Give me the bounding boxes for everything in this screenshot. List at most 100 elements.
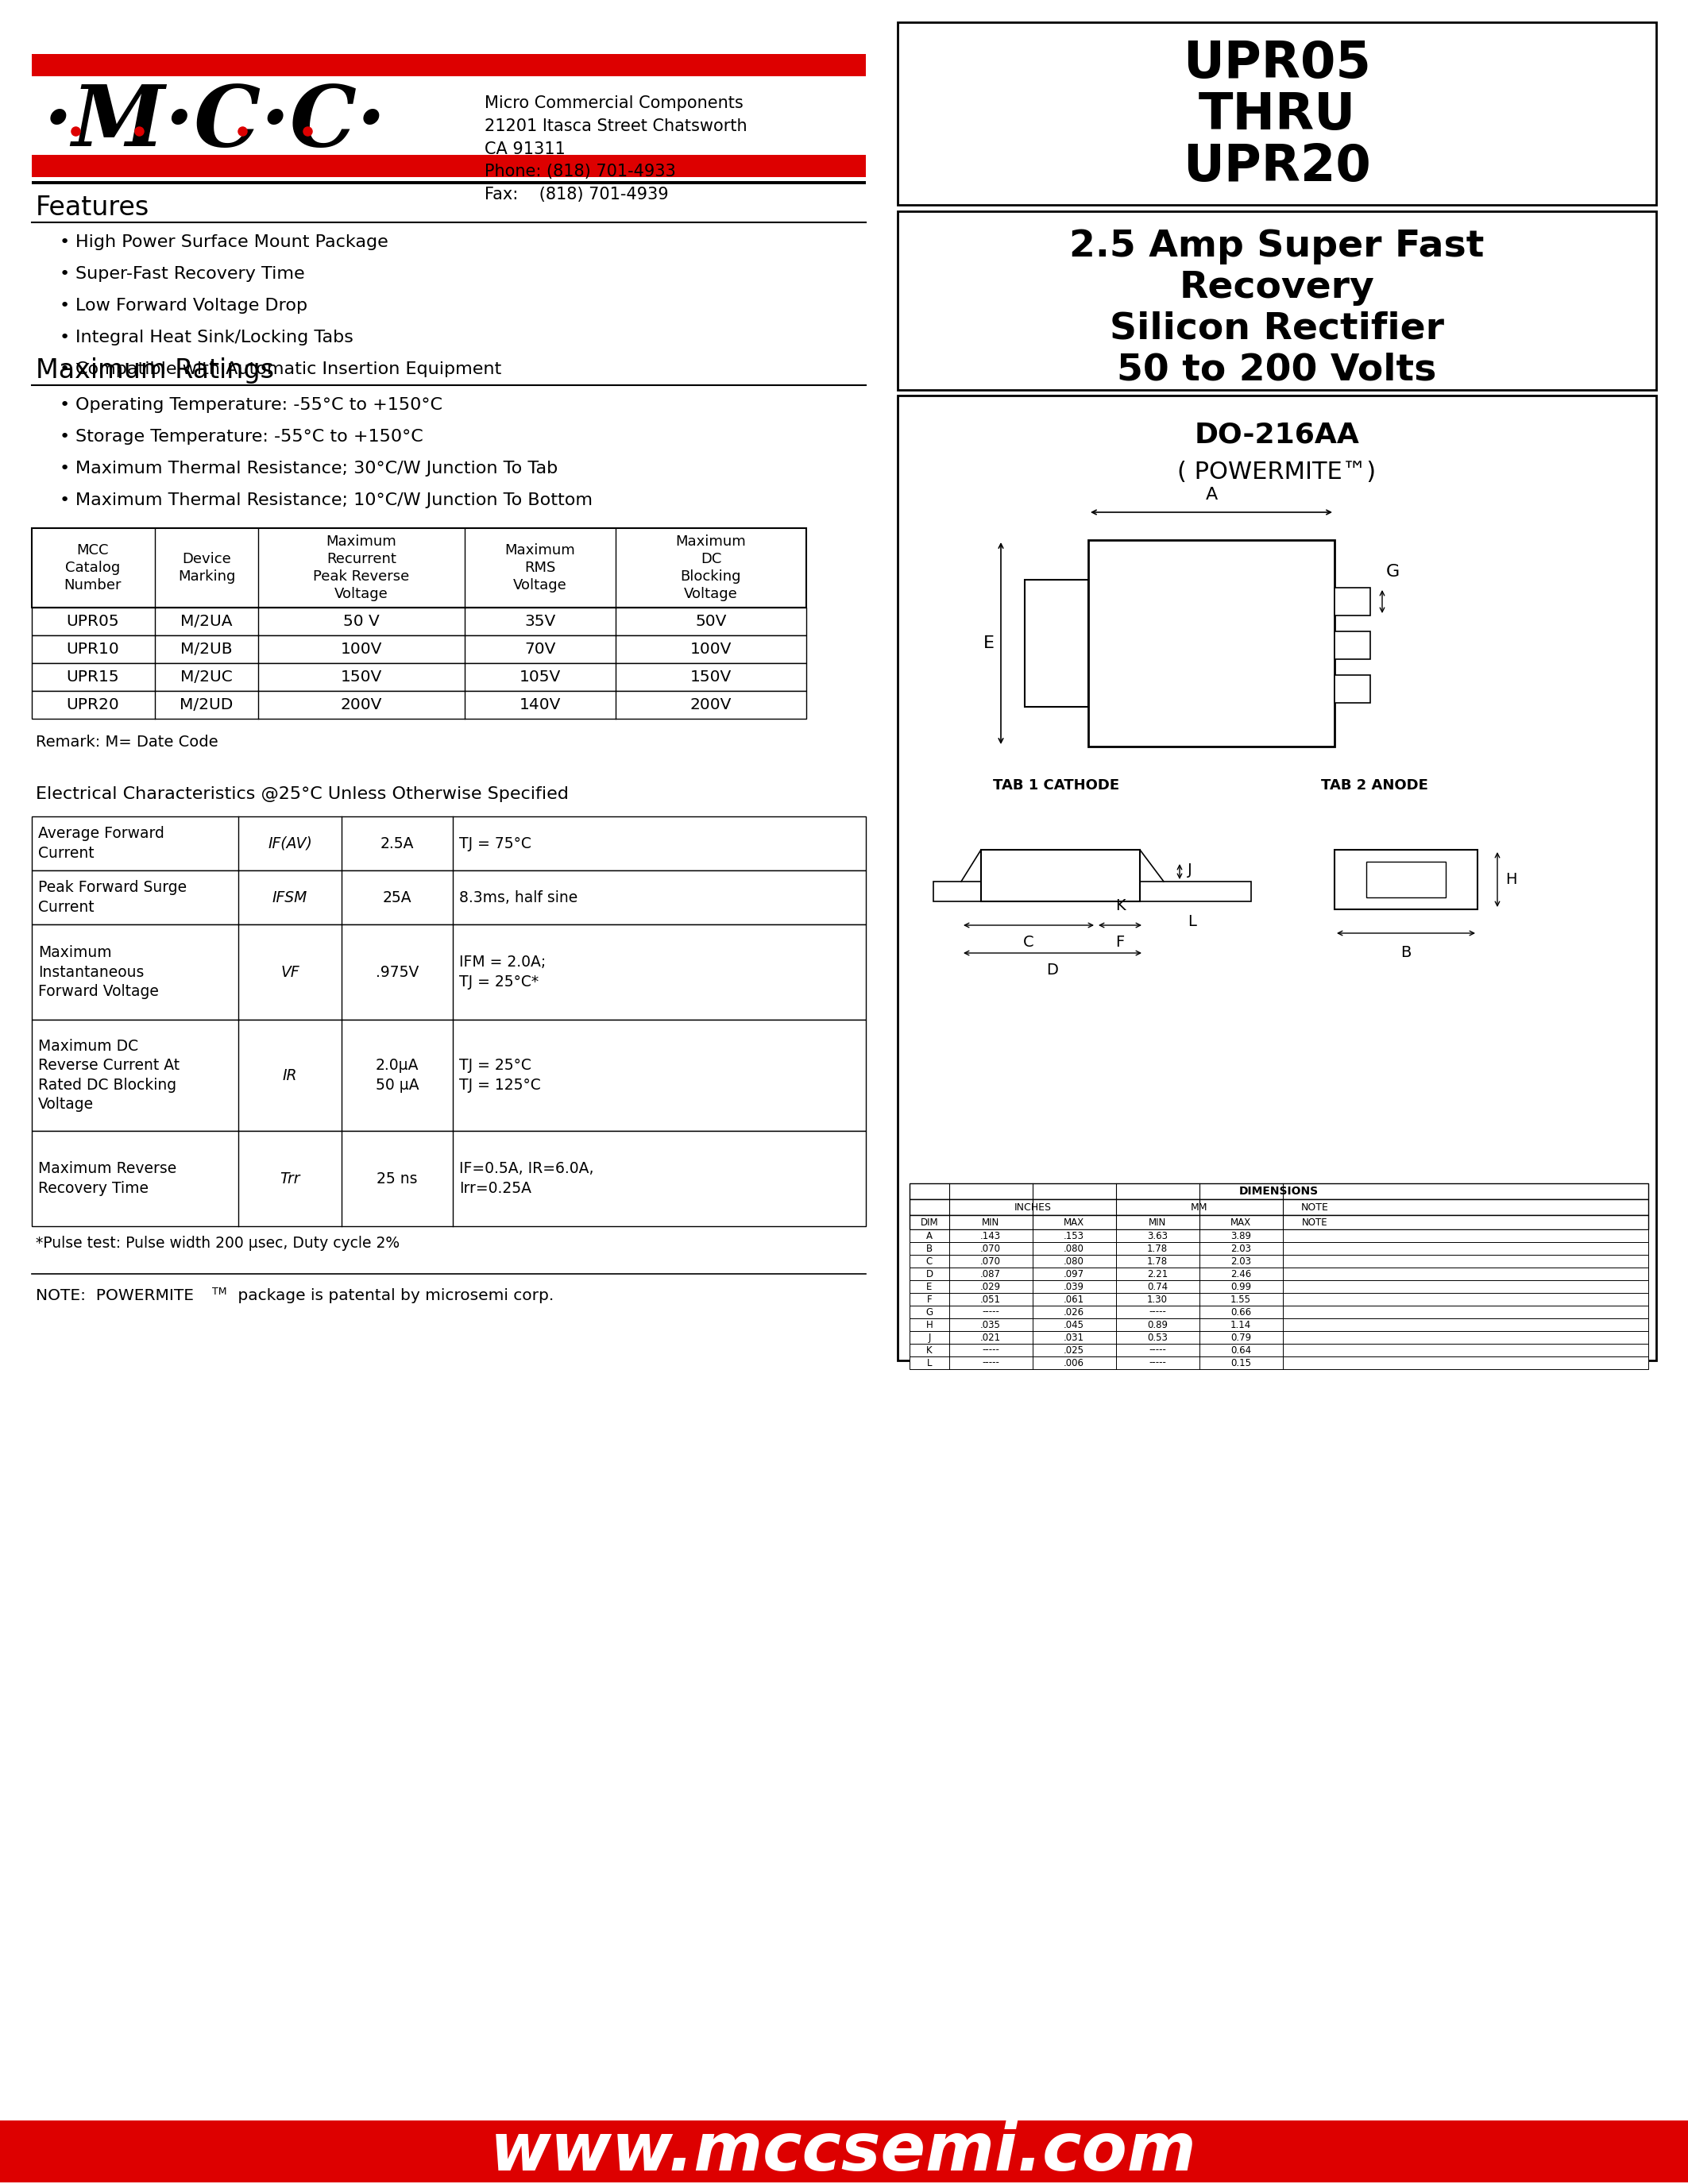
Text: 0.66: 0.66 bbox=[1231, 1306, 1251, 1317]
Text: •: • bbox=[59, 266, 71, 282]
Bar bbox=[910, 1256, 1647, 1267]
Text: 2.21: 2.21 bbox=[1146, 1269, 1168, 1280]
Text: Maximum
Recurrent
Peak Reverse
Voltage: Maximum Recurrent Peak Reverse Voltage bbox=[314, 535, 410, 601]
Bar bbox=[898, 395, 1656, 1361]
Bar bbox=[898, 22, 1656, 205]
Text: E: E bbox=[927, 1282, 932, 1291]
Text: UPR10: UPR10 bbox=[66, 642, 120, 657]
Text: Maximum Ratings: Maximum Ratings bbox=[35, 358, 273, 384]
Bar bbox=[910, 1293, 1647, 1306]
Text: 0.15: 0.15 bbox=[1231, 1358, 1251, 1367]
Bar bbox=[910, 1306, 1647, 1319]
Text: J: J bbox=[928, 1332, 930, 1343]
Text: NOTE:  POWERMITE: NOTE: POWERMITE bbox=[35, 1289, 194, 1304]
Bar bbox=[32, 181, 866, 183]
Text: Integral Heat Sink/Locking Tabs: Integral Heat Sink/Locking Tabs bbox=[76, 330, 353, 345]
Bar bbox=[32, 924, 866, 1020]
Text: A: A bbox=[927, 1230, 932, 1241]
Text: THRU: THRU bbox=[1198, 90, 1355, 140]
Text: 3.63: 3.63 bbox=[1148, 1230, 1168, 1241]
Text: Maximum
DC
Blocking
Voltage: Maximum DC Blocking Voltage bbox=[675, 535, 746, 601]
Text: MCC
Catalog
Number: MCC Catalog Number bbox=[64, 544, 122, 592]
Bar bbox=[32, 55, 866, 76]
Text: •: • bbox=[59, 461, 71, 476]
Text: 150V: 150V bbox=[690, 668, 731, 684]
Text: 35V: 35V bbox=[525, 614, 555, 629]
Text: .070: .070 bbox=[981, 1256, 1001, 1267]
Bar bbox=[910, 1280, 1647, 1293]
Text: .080: .080 bbox=[1063, 1243, 1084, 1254]
Text: H: H bbox=[927, 1319, 933, 1330]
Text: .153: .153 bbox=[1063, 1230, 1084, 1241]
Bar bbox=[898, 212, 1656, 391]
Text: Average Forward
Current: Average Forward Current bbox=[39, 826, 164, 860]
Text: VF: VF bbox=[280, 965, 299, 981]
Text: 200V: 200V bbox=[690, 697, 733, 712]
Bar bbox=[1335, 850, 1477, 909]
Bar bbox=[32, 155, 866, 177]
Text: IFM = 2.0A;
TJ = 25°C*: IFM = 2.0A; TJ = 25°C* bbox=[459, 954, 545, 989]
Text: M/2UA: M/2UA bbox=[181, 614, 233, 629]
Text: .021: .021 bbox=[981, 1332, 1001, 1343]
Text: NOTE: NOTE bbox=[1301, 1201, 1328, 1212]
Bar bbox=[910, 1356, 1647, 1369]
Text: UPR20: UPR20 bbox=[1183, 142, 1371, 192]
Bar bbox=[933, 882, 1251, 902]
Text: DIM: DIM bbox=[920, 1216, 939, 1227]
Text: 1.78: 1.78 bbox=[1148, 1243, 1168, 1254]
Text: Micro Commercial Components
21201 Itasca Street Chatsworth
CA 91311
Phone: (818): Micro Commercial Components 21201 Itasca… bbox=[484, 96, 748, 203]
Text: 0.89: 0.89 bbox=[1148, 1319, 1168, 1330]
Text: B: B bbox=[1401, 946, 1411, 961]
Text: .029: .029 bbox=[981, 1282, 1001, 1291]
Bar bbox=[1335, 631, 1371, 660]
Text: •: • bbox=[59, 491, 71, 509]
Text: Compatible with Automatic Insertion Equipment: Compatible with Automatic Insertion Equi… bbox=[76, 360, 501, 378]
Text: High Power Surface Mount Package: High Power Surface Mount Package bbox=[76, 234, 388, 251]
Text: .039: .039 bbox=[1063, 1282, 1084, 1291]
Text: .070: .070 bbox=[981, 1243, 1001, 1254]
Text: 50 V: 50 V bbox=[343, 614, 380, 629]
Text: .035: .035 bbox=[981, 1319, 1001, 1330]
Text: 1.78: 1.78 bbox=[1148, 1256, 1168, 1267]
Text: 2.0μA
50 μA: 2.0μA 50 μA bbox=[375, 1057, 419, 1092]
Text: 2.5 Amp Super Fast: 2.5 Amp Super Fast bbox=[1070, 229, 1484, 264]
Text: Recovery: Recovery bbox=[1180, 269, 1374, 306]
Text: 50 to 200 Volts: 50 to 200 Volts bbox=[1117, 352, 1436, 389]
Bar bbox=[910, 1243, 1647, 1256]
Text: package is patental by microsemi corp.: package is patental by microsemi corp. bbox=[233, 1289, 554, 1304]
Text: D: D bbox=[1047, 963, 1058, 978]
Text: Maximum DC
Reverse Current At
Rated DC Blocking
Voltage: Maximum DC Reverse Current At Rated DC B… bbox=[39, 1040, 179, 1112]
Text: C: C bbox=[1023, 935, 1035, 950]
Text: 2.03: 2.03 bbox=[1231, 1243, 1251, 1254]
Text: 1.30: 1.30 bbox=[1148, 1295, 1168, 1304]
Text: 2.5A: 2.5A bbox=[380, 836, 414, 852]
Text: Maximum Thermal Resistance; 10°C/W Junction To Bottom: Maximum Thermal Resistance; 10°C/W Junct… bbox=[76, 491, 592, 509]
Text: Maximum
RMS
Voltage: Maximum RMS Voltage bbox=[505, 544, 576, 592]
Text: Maximum
Instantaneous
Forward Voltage: Maximum Instantaneous Forward Voltage bbox=[39, 946, 159, 998]
Text: TJ = 75°C: TJ = 75°C bbox=[459, 836, 532, 852]
Text: TJ = 25°C
TJ = 125°C: TJ = 25°C TJ = 125°C bbox=[459, 1059, 540, 1092]
Text: .087: .087 bbox=[981, 1269, 1001, 1280]
Text: G: G bbox=[925, 1306, 933, 1317]
Text: Maximum Thermal Resistance; 30°C/W Junction To Tab: Maximum Thermal Resistance; 30°C/W Junct… bbox=[76, 461, 557, 476]
Text: *Pulse test: Pulse width 200 μsec, Duty cycle 2%: *Pulse test: Pulse width 200 μsec, Duty … bbox=[35, 1236, 400, 1251]
Bar bbox=[32, 871, 866, 924]
Text: 1.55: 1.55 bbox=[1231, 1295, 1251, 1304]
Text: INCHES: INCHES bbox=[1014, 1201, 1052, 1212]
Bar bbox=[32, 607, 807, 636]
Text: Silicon Rectifier: Silicon Rectifier bbox=[1109, 310, 1445, 347]
Text: TAB 1 CATHODE: TAB 1 CATHODE bbox=[993, 778, 1119, 793]
Text: 0.53: 0.53 bbox=[1148, 1332, 1168, 1343]
Text: www.mccsemi.com: www.mccsemi.com bbox=[490, 2118, 1197, 2184]
Text: 100V: 100V bbox=[690, 642, 733, 657]
Text: •: • bbox=[59, 234, 71, 251]
Text: DIMENSIONS: DIMENSIONS bbox=[1239, 1186, 1318, 1197]
Text: .051: .051 bbox=[981, 1295, 1001, 1304]
Text: Features: Features bbox=[35, 194, 150, 221]
Text: A: A bbox=[1205, 487, 1217, 502]
Text: MM: MM bbox=[1192, 1201, 1209, 1212]
Bar bbox=[1366, 863, 1445, 898]
Text: •: • bbox=[59, 360, 71, 378]
Text: -----: ----- bbox=[982, 1358, 999, 1367]
Text: UPR15: UPR15 bbox=[66, 668, 120, 684]
